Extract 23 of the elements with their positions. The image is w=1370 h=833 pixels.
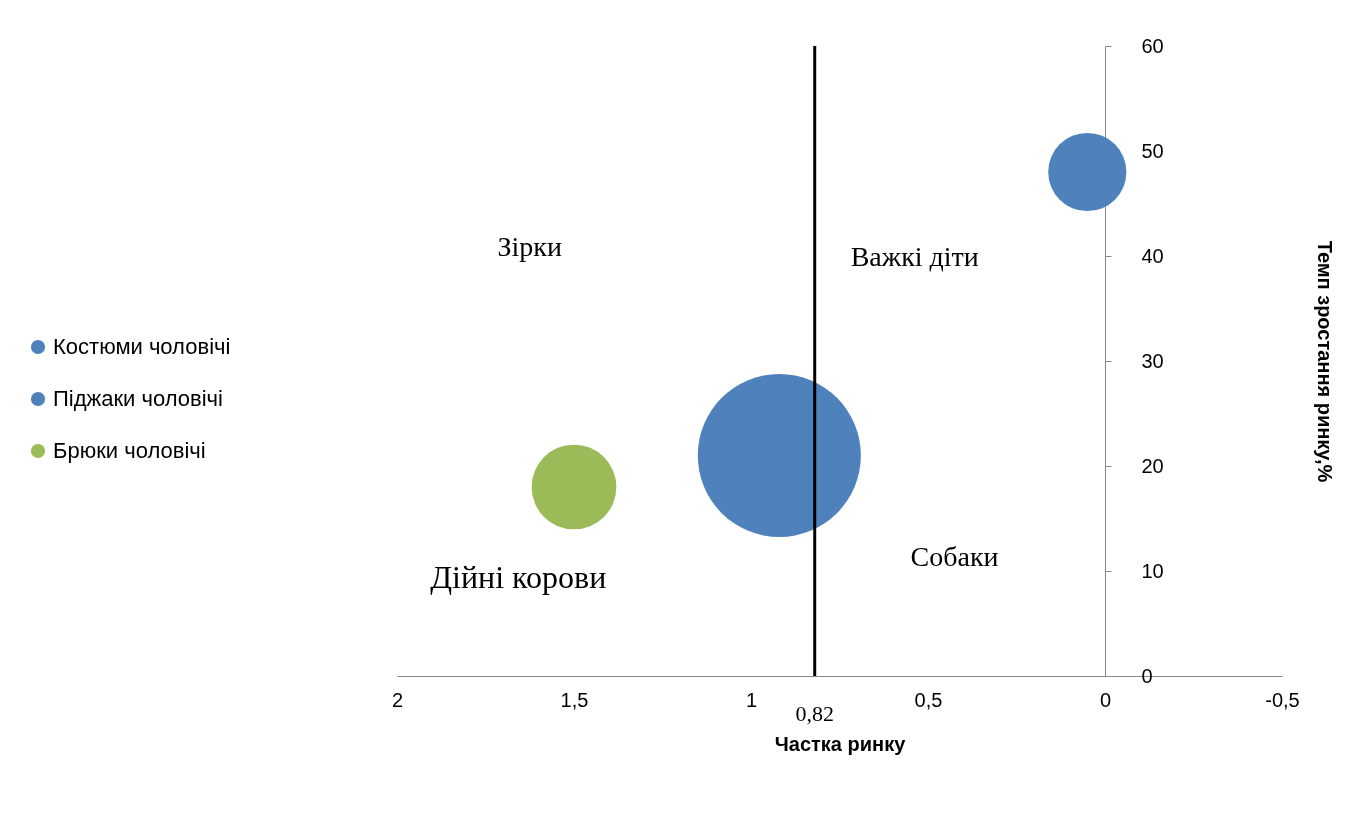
x-tick-label: 0,5 [914,688,943,711]
legend-label: Костюми чоловічі [53,334,231,359]
y-tick-label: 60 [1141,34,1164,57]
legend-label: Піджаки чоловічі [53,386,223,411]
annotation: Собаки [910,540,999,572]
y-tick-label: 0 [1141,664,1153,687]
x-tick-label: -0,5 [1265,688,1300,711]
x-tick-label: 0 [1099,688,1112,711]
x-tick-label: 2 [391,688,404,711]
y-tick-label: 20 [1141,454,1164,477]
y-axis-title: Темп зростання ринку,% [1313,240,1336,483]
y-tick-label: 40 [1141,244,1164,267]
annotation: Важкі діти [850,240,979,272]
x-tick-label: 1 [745,688,758,711]
y-tick-label: 30 [1141,349,1164,372]
annotation: Дійні корови [430,558,607,595]
x-axis-title: Частка ринку [774,732,907,755]
ref-line-label: 0,82 [795,701,834,726]
y-tick-label: 10 [1141,559,1164,582]
x-tick-label: 1,5 [560,688,589,711]
annotation: Зірки [497,230,562,262]
y-tick-label: 50 [1141,139,1164,162]
legend-label: Брюки чоловічі [53,438,206,463]
